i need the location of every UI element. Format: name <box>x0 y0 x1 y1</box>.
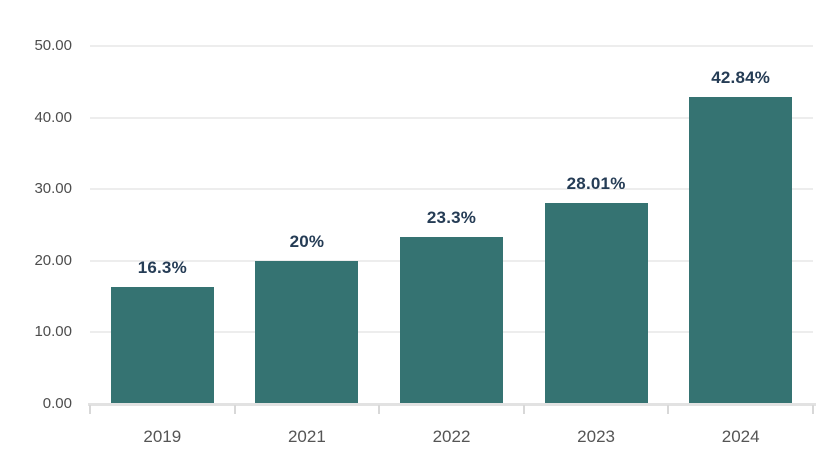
gridline-40.00 <box>90 116 813 119</box>
y-axis-tick-label: 30.00 <box>34 180 72 198</box>
bar-2021[interactable] <box>255 260 359 404</box>
bar-2023[interactable] <box>544 203 648 404</box>
gridline-30.00 <box>90 188 813 191</box>
bar-value-label-2019: 16.3% <box>137 258 187 278</box>
bar-value-label-2023: 28.01% <box>566 174 626 194</box>
gridline-50.00 <box>90 45 813 47</box>
x-axis-category-label-2019: 2019 <box>143 427 182 446</box>
bar-value-label-2021: 20% <box>289 231 325 251</box>
bar-value-label-2022: 23.3% <box>426 208 477 228</box>
x-axis-tick <box>522 405 525 414</box>
x-axis-tick <box>233 405 236 414</box>
y-axis-tick-label: 10.00 <box>34 323 72 341</box>
y-axis-tick-label: 0.00 <box>42 395 72 412</box>
x-axis-tick <box>89 405 91 414</box>
bar-2024[interactable] <box>689 97 793 404</box>
x-axis-line <box>88 403 816 406</box>
x-axis-tick <box>378 405 381 414</box>
x-axis-tick <box>667 405 670 414</box>
y-axis-tick-label: 40.00 <box>34 108 72 126</box>
x-axis-category-label-2021: 2021 <box>287 427 326 446</box>
bar-2019[interactable] <box>110 287 214 404</box>
x-axis-category-label-2023: 2023 <box>577 427 615 446</box>
y-axis-tick-label: 50.00 <box>34 37 72 54</box>
x-axis-category-label-2024: 2024 <box>721 427 760 446</box>
bar-value-label-2024: 42.84% <box>711 68 771 88</box>
x-axis-tick <box>812 405 814 414</box>
y-axis-tick-label: 20.00 <box>34 251 72 269</box>
bar-2022[interactable] <box>400 237 503 404</box>
x-axis-category-label-2022: 2022 <box>432 427 471 446</box>
